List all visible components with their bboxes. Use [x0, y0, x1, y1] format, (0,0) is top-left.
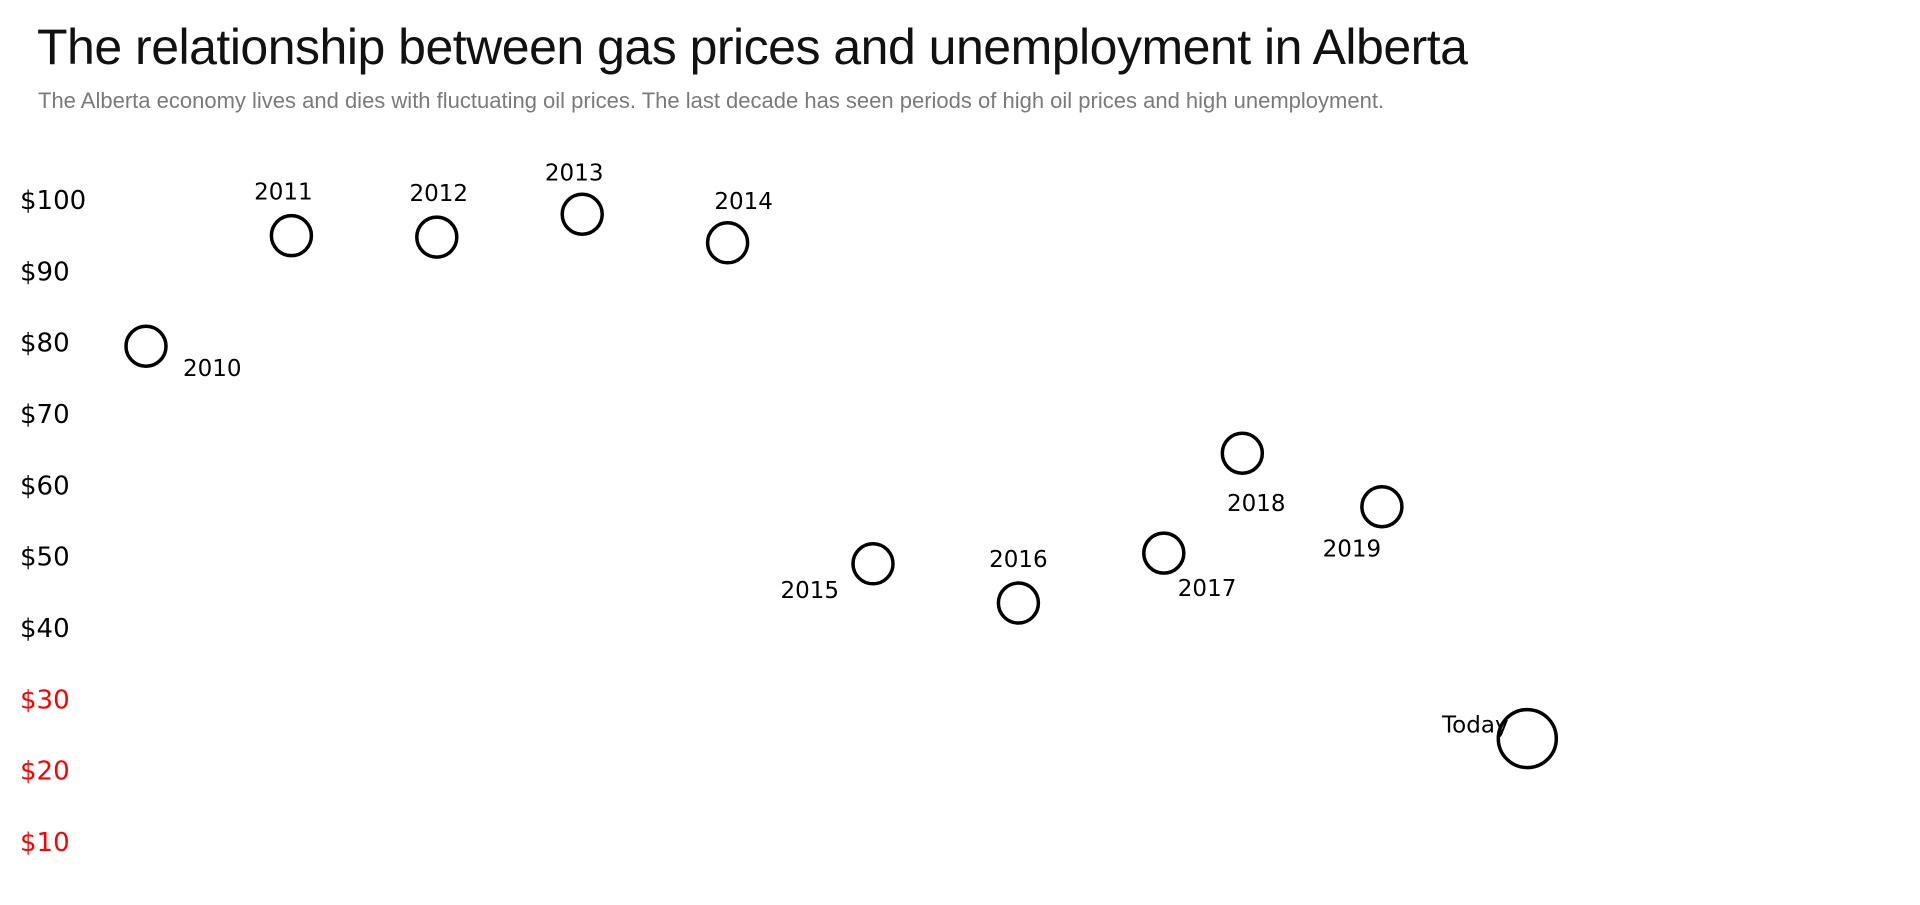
y-tick-label: $70: [20, 400, 70, 430]
y-tick-label: $60: [20, 471, 70, 501]
point-label-2013: 2013: [545, 160, 604, 186]
y-tick-label: $50: [20, 543, 70, 573]
y-tick-label: $40: [20, 614, 70, 644]
data-point-2016: [996, 581, 1041, 625]
data-point-2014: [705, 221, 750, 265]
point-label-2016: 2016: [989, 547, 1048, 573]
y-tick-label: $30: [20, 685, 70, 715]
point-label-today: Today: [1441, 713, 1509, 739]
data-point-2012: [415, 215, 459, 259]
y-tick-label: $10: [20, 828, 70, 858]
data-points: [124, 192, 1559, 770]
point-label-2014: 2014: [714, 189, 773, 215]
y-tick-label: $80: [20, 329, 70, 359]
data-point-2019: [1360, 484, 1404, 529]
point-label-2019: 2019: [1323, 537, 1382, 563]
data-point-2010: [124, 324, 168, 368]
y-tick-label: $90: [20, 257, 70, 287]
data-point-2011: [269, 213, 314, 258]
point-label-2015: 2015: [780, 578, 839, 604]
y-axis: $100 $90 $80 $70 $60 $50 $40 $30 $20 $10: [20, 186, 86, 858]
y-tick-label: $20: [20, 757, 70, 787]
y-tick-label: $100: [20, 186, 86, 216]
point-label-2012: 2012: [410, 181, 469, 207]
point-label-2017: 2017: [1178, 576, 1237, 602]
data-point-2015: [851, 542, 895, 586]
data-point-2013: [560, 192, 604, 237]
chart-title: The relationship between gas prices and …: [37, 19, 1468, 75]
data-point-2018: [1220, 431, 1265, 475]
point-label-2010: 2010: [183, 356, 242, 382]
chart-subtitle: The Alberta economy lives and dies with …: [38, 88, 1385, 113]
data-point-today: [1496, 707, 1559, 770]
point-label-2018: 2018: [1227, 491, 1286, 517]
point-label-2011: 2011: [254, 180, 313, 206]
point-labels: 2010 2011 2012 2013 2014 2015 2016 2017 2018 2019…: [183, 160, 1509, 738]
data-point-2017: [1142, 531, 1186, 575]
